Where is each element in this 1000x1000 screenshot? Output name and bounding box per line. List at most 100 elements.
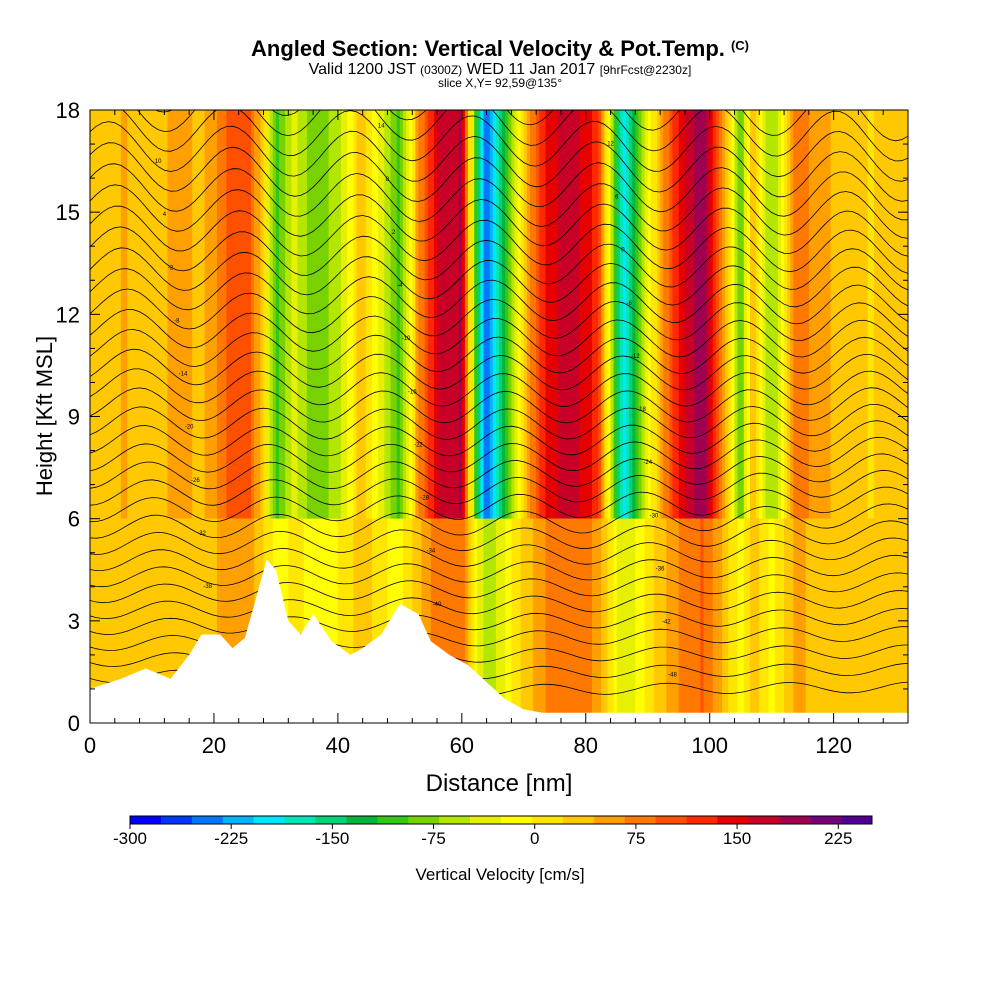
velocity-cell-upper <box>681 110 686 519</box>
velocity-cell-upper <box>703 110 708 519</box>
velocity-cell-lower <box>678 518 683 723</box>
velocity-cell-lower <box>350 518 354 723</box>
velocity-cell-lower <box>362 518 367 723</box>
velocity-cell-upper <box>709 110 714 519</box>
velocity-cell-upper <box>415 110 420 519</box>
velocity-cell-lower <box>846 518 850 723</box>
velocity-cell-lower <box>700 518 705 723</box>
velocity-cell-upper <box>248 110 252 519</box>
velocity-cell-lower <box>244 518 249 723</box>
temp-contour-line <box>90 537 908 572</box>
velocity-cell-lower <box>464 518 469 723</box>
velocity-cell-lower <box>762 518 767 723</box>
colorbar-swatch <box>284 816 316 824</box>
velocity-cell-lower <box>340 518 345 723</box>
colorbar-swatch <box>562 816 595 824</box>
velocity-cell-upper <box>802 110 807 519</box>
velocity-cell-lower <box>523 518 528 723</box>
velocity-cell-lower <box>644 518 649 723</box>
velocity-cell-lower <box>567 518 571 723</box>
temp-contour-line <box>90 503 908 539</box>
velocity-cell-upper <box>406 110 410 519</box>
temp-contour-line <box>90 404 908 440</box>
contour-label: 16 <box>149 106 156 112</box>
velocity-cell-upper <box>849 110 853 519</box>
velocity-cell-upper <box>489 110 494 519</box>
velocity-cell-upper <box>173 110 178 519</box>
velocity-cell-lower <box>502 518 506 723</box>
velocity-cell-lower <box>294 518 299 723</box>
contour-label: 14 <box>378 124 385 130</box>
y-axis-label: Height [Kft MSL] <box>32 336 57 496</box>
velocity-cell-upper <box>322 110 327 519</box>
velocity-cell-upper <box>279 110 283 519</box>
velocity-cell-upper <box>433 110 438 519</box>
velocity-cell-upper <box>430 110 435 519</box>
velocity-cell-lower <box>424 518 429 723</box>
velocity-cell-lower <box>235 518 240 723</box>
velocity-cell-upper <box>886 110 891 519</box>
velocity-cell-upper <box>564 110 568 519</box>
y-tick-label: 15 <box>56 200 80 225</box>
slice-info: slice X,Y= 92,59@135° <box>437 76 563 90</box>
velocity-cell-lower <box>489 518 494 723</box>
velocity-cell-lower <box>99 518 103 723</box>
velocity-cell-lower <box>626 518 630 723</box>
velocity-cell-upper <box>402 110 407 519</box>
velocity-cell-lower <box>777 518 782 723</box>
x-axis-label: Distance [nm] <box>426 770 573 797</box>
velocity-cell-upper <box>288 110 293 519</box>
velocity-cell-upper <box>852 110 856 519</box>
velocity-cell-upper <box>130 110 134 519</box>
velocity-cell-upper <box>340 110 345 519</box>
velocity-cell-upper <box>539 110 543 519</box>
velocity-cell-lower <box>672 518 677 723</box>
velocity-cell-upper <box>421 110 426 519</box>
temp-contour-line <box>90 247 908 308</box>
velocity-cell-upper <box>186 110 190 519</box>
y-tick-label: 9 <box>68 405 80 430</box>
velocity-cell-upper <box>424 110 429 519</box>
colorbar-swatch <box>501 816 533 824</box>
velocity-cell-lower <box>145 518 150 723</box>
colorbar-swatch <box>160 816 193 824</box>
velocity-cell-upper <box>133 110 138 519</box>
velocity-cell-lower <box>867 518 872 723</box>
velocity-cell-upper <box>579 110 584 519</box>
velocity-cell-upper <box>805 110 810 519</box>
velocity-cell-upper <box>353 110 358 519</box>
velocity-cell-upper <box>616 110 621 519</box>
velocity-cell-lower <box>706 518 711 723</box>
velocity-cell-lower <box>815 518 819 723</box>
velocity-cell-upper <box>706 110 711 519</box>
velocity-cell-upper <box>746 110 751 519</box>
velocity-cell-upper <box>595 110 599 519</box>
y-tick-label: 3 <box>68 609 80 634</box>
contour-label: -38 <box>203 584 212 590</box>
velocity-cell-lower <box>542 518 547 723</box>
velocity-cell-upper <box>657 110 661 519</box>
velocity-cell-lower <box>666 518 671 723</box>
velocity-cell-upper <box>164 110 169 519</box>
velocity-cell-lower <box>148 518 153 723</box>
velocity-cell-upper <box>780 110 785 519</box>
velocity-cell-upper <box>626 110 630 519</box>
velocity-cell-upper <box>715 110 720 519</box>
velocity-cell-upper <box>641 110 646 519</box>
velocity-cell-lower <box>753 518 757 723</box>
velocity-cell-upper <box>344 110 348 519</box>
subtitle-valid: Valid 1200 JST <box>308 61 416 78</box>
velocity-cell-upper <box>179 110 184 519</box>
velocity-cell-lower <box>210 518 215 723</box>
velocity-cell-lower <box>381 518 385 723</box>
velocity-cell-lower <box>136 518 141 723</box>
velocity-cell-lower <box>300 518 305 723</box>
velocity-cell-lower <box>799 518 804 723</box>
temperature-contours: 16 14 12 10 8 6 4 2 0 -2 -4 -6 -8 -10 -12 -14 -16 -18 -20 -… <box>90 106 908 700</box>
velocity-cell-lower <box>657 518 661 723</box>
colorbar-tick-label: 75 <box>626 829 645 848</box>
contour-label: 2 <box>392 230 396 236</box>
velocity-cell-upper <box>337 110 342 519</box>
contour-label: 0 <box>621 248 625 254</box>
